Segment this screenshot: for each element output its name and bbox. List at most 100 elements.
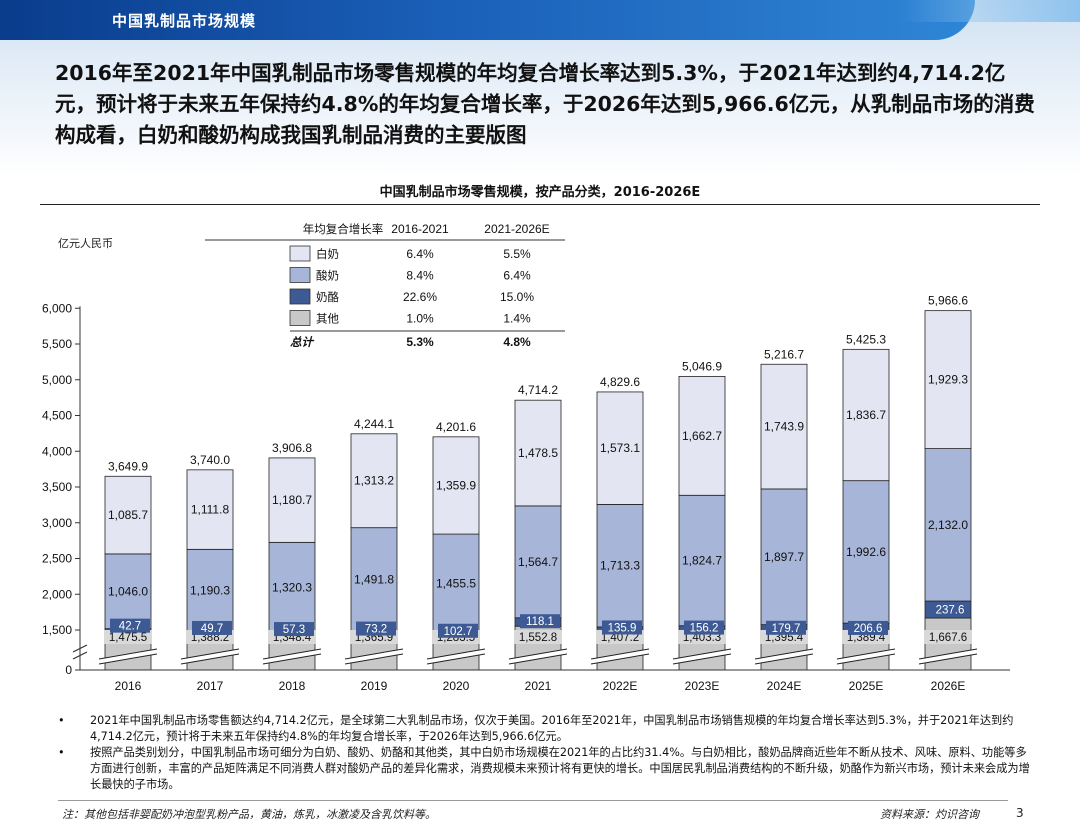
bar-stack: 1,388.249.7 1,190.3 1,111.8 3,740.0 2017 (180, 453, 240, 693)
x-tick-label: 2019 (361, 679, 388, 693)
data-label-bg (684, 620, 724, 635)
y-tick-label: 1,500 (42, 623, 72, 637)
y-tick-label: 3,500 (42, 480, 72, 494)
legend-swatch (289, 310, 311, 326)
data-label-other: 1,667.6 (929, 632, 967, 644)
cagr-value: 15.0% (500, 290, 534, 304)
data-label-other: 1,407.2 (601, 632, 639, 644)
bar-total-label: 4,829.6 (600, 375, 640, 389)
bar-total-label: 4,244.1 (354, 417, 394, 431)
bar-break-line (426, 648, 486, 660)
axis-break-mark (72, 644, 88, 653)
x-tick-label: 2016 (115, 679, 142, 693)
bar-segment-white-milk (760, 363, 808, 490)
bar-break-gap (181, 649, 239, 664)
bar-break-gap (919, 649, 977, 664)
bar-total-label: 4,201.6 (436, 420, 476, 434)
data-label-bg (104, 630, 152, 644)
cagr-value: 22.6% (403, 290, 437, 304)
bullet-notes: • 2021年中国乳制品市场零售额达约4,714.2亿元，是全球第二大乳制品市场… (58, 713, 1033, 793)
bar-break-line (672, 653, 732, 665)
bar-break-line (98, 653, 158, 665)
bar-break-gap (591, 649, 649, 664)
data-label-bg (514, 630, 562, 644)
y-tick-label: 5,500 (42, 337, 72, 351)
legend-swatch (289, 288, 311, 305)
axis-break-mark (72, 651, 88, 660)
bar-segment-yogurt (186, 548, 234, 633)
cagr-value: 5.5% (503, 247, 531, 261)
cagr-value: 1.4% (503, 312, 531, 326)
data-label-cheese: 179.7 (772, 623, 801, 635)
data-label-bg (766, 620, 806, 635)
bar-total-label: 5,425.3 (846, 332, 886, 346)
legend-swatch (289, 267, 311, 283)
data-label-cheese: 135.9 (608, 622, 637, 634)
bar-segment-yogurt (760, 488, 808, 626)
x-tick-label: 2024E (767, 679, 802, 693)
cagr-value: 6.4% (503, 269, 531, 283)
y-tick-label: 2,000 (42, 587, 72, 601)
cagr-value: 6.4% (406, 247, 434, 261)
axes-layer: 0 1,500 2,000 2,500 3,000 3,500 4,000 4,500 5,00… (42, 301, 1010, 677)
data-label-bg (438, 623, 478, 638)
data-label-bg (110, 618, 150, 633)
data-label-bg (602, 620, 642, 635)
bar-total-label: 5,046.9 (682, 359, 722, 373)
data-label-other: 1,403.3 (683, 632, 721, 644)
data-label-other: 1,475.5 (109, 632, 147, 644)
bar-segment-yogurt (350, 527, 398, 633)
bar-break-line (754, 648, 814, 660)
bar-break-line (344, 653, 404, 665)
y-tick-label: 0 (65, 663, 72, 677)
data-label-cheese: 156.2 (690, 623, 719, 635)
chart-title: 中国乳制品市场零售规模，按产品分类，2016-2026E (380, 184, 701, 200)
data-label-cheese: 102.7 (444, 626, 473, 638)
data-label-bg (274, 622, 314, 637)
data-label-bg (848, 620, 888, 635)
data-label-white-milk: 1,662.7 (682, 429, 722, 443)
data-label-white-milk: 1,180.7 (272, 493, 312, 507)
bar-break-line (918, 648, 978, 660)
data-label-bg (192, 620, 232, 635)
data-label-cheese: 118.1 (526, 616, 554, 628)
x-tick-label: 2025E (849, 679, 884, 693)
bullet-item: • 按照产品类别划分，中国乳制品市场可细分为白奶、酸奶、奶酪和其他类，其中白奶市… (58, 745, 1033, 793)
bar-break-gap (99, 649, 157, 664)
data-label-yogurt: 2,132.0 (928, 518, 968, 532)
data-label-other: 1,388.2 (191, 632, 229, 644)
bar-break-gap (509, 649, 567, 664)
y-tick-label: 6,000 (42, 301, 72, 315)
y-axis-unit-label: 亿元人民币 (58, 237, 113, 250)
bullet-text: 2021年中国乳制品市场零售额达约4,714.2亿元，是全球第二大乳制品市场，仅… (90, 714, 1014, 743)
bar-break-gap (673, 649, 731, 664)
data-label-yogurt: 1,491.8 (354, 573, 394, 587)
legend-label: 奶酪 (316, 290, 339, 304)
bar-break-line (590, 653, 650, 665)
bar-break-line (672, 648, 732, 660)
cagr-legend-table: 年均复合增长率 2016-2021 2021-2026E 白奶 6.4% 5.5% 酸奶 8.… (205, 222, 565, 349)
stacked-bar-chart: 中国乳制品市场零售规模，按产品分类，2016-2026E 亿元人民币 年均复合增… (42, 184, 1010, 693)
bar-break-gap (837, 649, 895, 664)
bar-break-line (590, 648, 650, 660)
x-tick-label: 2021 (525, 679, 552, 693)
data-label-other: 1,395.4 (765, 632, 804, 644)
data-label-white-milk: 1,743.9 (764, 420, 804, 434)
data-label-yogurt: 1,455.5 (436, 577, 476, 591)
bar-segment-white-milk (350, 433, 398, 529)
data-label-yogurt: 1,992.6 (846, 545, 886, 559)
bar-break-gap (263, 649, 321, 664)
cagr-period-label: 2021-2026E (484, 222, 549, 236)
bar-total-label: 5,216.7 (764, 347, 804, 361)
bar-break-line (426, 653, 486, 665)
cagr-total-value: 5.3% (406, 335, 434, 349)
data-label-yogurt: 1,713.3 (600, 559, 640, 573)
bar-segment-yogurt (842, 480, 890, 624)
data-label-cheese: 206.6 (854, 623, 883, 635)
legend-label: 其他 (316, 312, 339, 326)
y-tick-label: 3,000 (42, 516, 72, 530)
bullet-marker: • (58, 714, 65, 727)
cagr-period-label: 2016-2021 (391, 222, 449, 236)
